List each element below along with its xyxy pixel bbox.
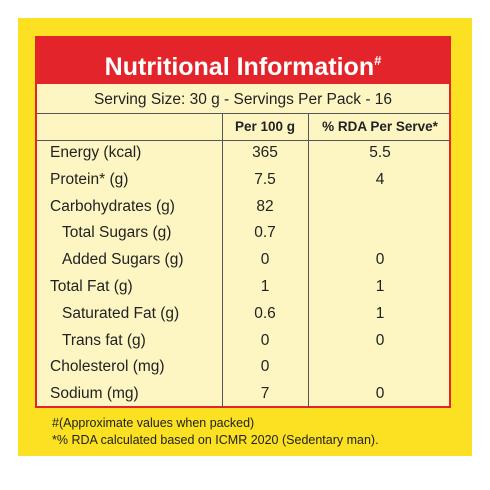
divider (37, 113, 449, 114)
cell-value: 4 (375, 170, 385, 188)
footnote: #(Approximate values when packed) (52, 416, 255, 430)
cell-value: 0 (260, 358, 270, 376)
cell-value: 0.6 (254, 304, 276, 322)
divider (37, 140, 449, 141)
row-label: Protein* (g) (50, 170, 129, 188)
row-label: Total Fat (g) (50, 278, 133, 295)
divider (308, 113, 309, 408)
divider (222, 113, 223, 408)
row-label: Sodium (mg) (50, 385, 139, 403)
cell-value: 1 (375, 304, 385, 322)
cell-value: 0 (375, 331, 385, 349)
title: Nutritional Information# (37, 38, 449, 84)
serving-info: Serving Size: 30 g - Servings Per Pack -… (93, 91, 393, 108)
title-banner (37, 38, 449, 84)
cell-value: 0 (260, 251, 270, 269)
title-text: Nutritional Information (104, 53, 375, 81)
row-label: Saturated Fat (g) (62, 304, 180, 322)
cell-value: 365 (252, 144, 278, 161)
column-header: Per 100 g (234, 119, 296, 134)
row-label: Added Sugars (g) (62, 251, 184, 269)
cell-value: 7.5 (254, 170, 276, 188)
cell-value: 0 (375, 385, 385, 403)
cell-value: 1 (260, 278, 270, 295)
cell-value: 7 (260, 385, 270, 403)
row-label: Trans fat (g) (62, 331, 146, 349)
row-label: Cholesterol (mg) (50, 358, 165, 376)
column-header: % RDA Per Serve* (322, 119, 438, 134)
table-panel (35, 36, 451, 408)
title-mark: # (374, 53, 382, 68)
cell-value: 1 (375, 278, 385, 295)
row-label: Total Sugars (g) (62, 224, 172, 242)
footnote: *% RDA calculated based on ICMR 2020 (Se… (52, 433, 379, 447)
cell-value: 0 (260, 331, 270, 349)
row-label: Energy (kcal) (50, 144, 142, 161)
cell-value: 82 (256, 197, 274, 215)
row-label: Carbohydrates (g) (50, 197, 175, 215)
cell-value: 0 (375, 251, 385, 269)
cell-value: 0.7 (254, 224, 276, 242)
cell-value: 5.5 (369, 144, 391, 161)
